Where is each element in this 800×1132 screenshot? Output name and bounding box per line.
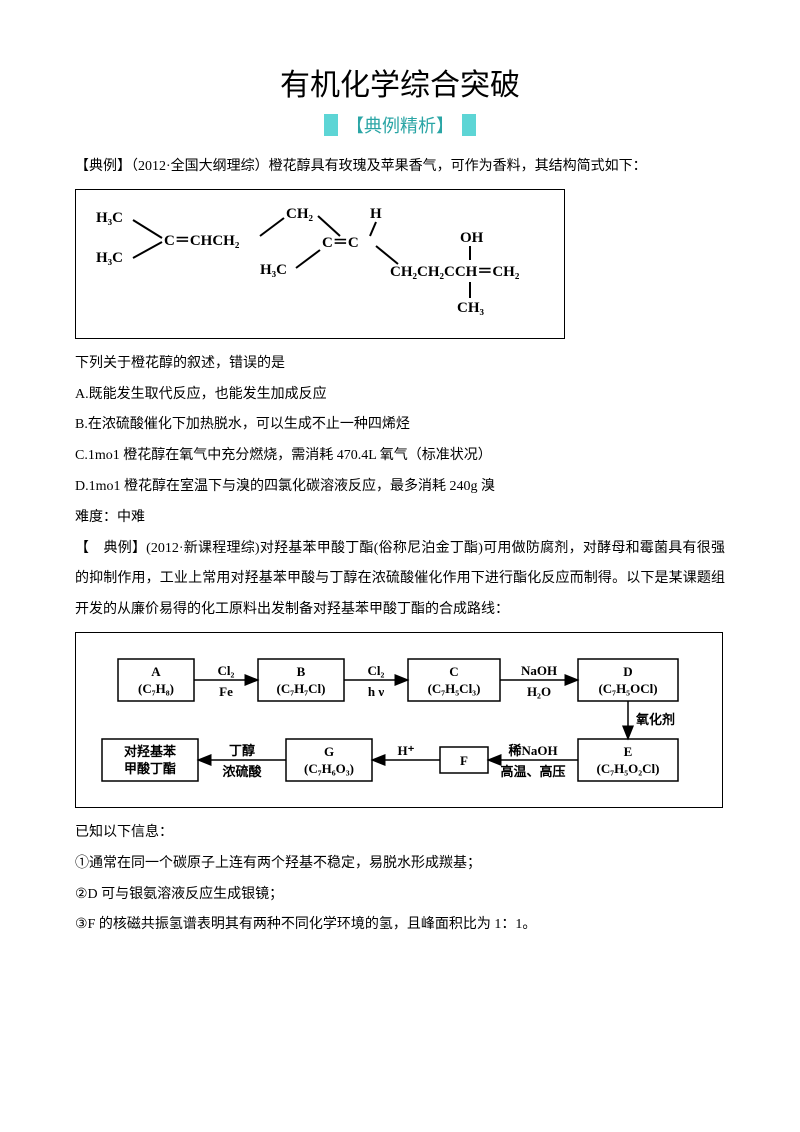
flow-arrow-F-G-top: H⁺	[398, 743, 415, 758]
flow-box-B-line2: (C₇H₇Cl)	[277, 681, 326, 696]
subtitle-bar-right	[462, 114, 476, 136]
flow-arrow-C-D-top: NaOH	[521, 663, 557, 678]
mol-h3c-bot: H₃C	[96, 250, 123, 266]
known-1: ①通常在同一个碳原子上连有两个羟基不稳定，易脱水形成羰基；	[75, 849, 725, 880]
q1-option-b: B.在浓硫酸催化下加热脱水，可以生成不止一种四烯烃	[75, 410, 725, 441]
example2-intro: 【 典例】(2012·新课程理综)对羟基苯甲酸丁酯(俗称尼泊金丁酯)可用做防腐剂…	[75, 534, 725, 626]
flow-box-D-line2: (C₇H₅OCl)	[598, 681, 657, 696]
flow-box-E-line1: E	[624, 744, 633, 759]
subtitle: 【典例精析】	[346, 112, 454, 138]
flowchart-figure: A (C₇H₈) B (C₇H₇Cl) C (C₇H₅Cl₃) D (C₇H₅OCl) E (C₇…	[75, 632, 723, 808]
flow-arrow-A-B-top: Cl₂	[218, 663, 235, 678]
flow-arrow-G-P-bot: 浓硫酸	[222, 764, 262, 779]
mol-right-chain: CH₂CH₂CCH＝CH₂	[390, 264, 520, 280]
flow-box-D-line1: D	[623, 664, 632, 679]
flow-box-P-line1: 对羟基苯	[124, 744, 177, 759]
q1-option-a: A.既能发生取代反应，也能发生加成反应	[75, 380, 725, 411]
page-title: 有机化学综合突破	[75, 60, 725, 104]
q1-option-d: D.1mo1 橙花醇在室温下与溴的四氯化碳溶液反应，最多消耗 240g 溴	[75, 472, 725, 503]
flow-arrow-D-E-label: 氧化剂	[635, 712, 675, 727]
flow-arrow-C-D-bot: H₂O	[527, 684, 551, 699]
molecule-figure: H₃C H₃C C＝CHCH₂ CH₂ H₃C C＝C H OH CH₂CH₂C…	[75, 189, 565, 339]
mol-chch2: C＝CHCH₂	[164, 233, 240, 249]
flow-box-B-line1: B	[297, 664, 306, 679]
flow-box-P-line2: 甲酸丁酯	[124, 761, 176, 776]
flow-box-C-line1: C	[449, 664, 458, 679]
molecule-svg: H₃C H₃C C＝CHCH₂ CH₂ H₃C C＝C H OH CH₂CH₂C…	[90, 200, 550, 328]
mol-h-up: H	[370, 206, 382, 222]
mol-ch2-up: CH₂	[286, 206, 314, 222]
known-header: 已知以下信息：	[75, 818, 725, 849]
flow-arrow-E-F-top: 稀NaOH	[508, 743, 557, 758]
flow-box-A-line2: (C₇H₈)	[138, 681, 174, 696]
flow-box-G-line2: (C₇H₆O₃)	[304, 761, 354, 776]
example1-intro: 【典例】（2012·全国大纲理综）橙花醇具有玫瑰及苹果香气，可作为香料，其结构简…	[75, 152, 725, 183]
known-3: ③F 的核磁共振氢谱表明其有两种不同化学环境的氢，且峰面积比为 1：1。	[75, 910, 725, 941]
flow-arrow-B-C-bot: h ν	[368, 684, 384, 699]
q1-option-c: C.1mo1 橙花醇在氧气中充分燃烧，需消耗 470.4L 氧气（标准状况）	[75, 441, 725, 472]
flow-box-E-line2: (C₇H₅O₂Cl)	[597, 761, 660, 776]
subtitle-row: 【典例精析】	[75, 112, 725, 138]
mol-cc: C＝C	[322, 235, 359, 251]
known-2: ②D 可与银氨溶液反应生成银镜；	[75, 880, 725, 911]
flow-box-F-line1: F	[460, 753, 468, 768]
mol-h3c-mid: H₃C	[260, 262, 287, 278]
flow-arrow-E-F-bot: 高温、高压	[500, 764, 565, 779]
flow-box-G-line1: G	[324, 744, 334, 759]
mol-oh: OH	[460, 230, 484, 246]
flow-arrow-B-C-top: Cl₂	[368, 663, 385, 678]
flow-box-C-line2: (C₇H₅Cl₃)	[428, 681, 481, 696]
q1-stem: 下列关于橙花醇的叙述，错误的是	[75, 349, 725, 380]
flow-arrow-A-B-bot: Fe	[219, 684, 233, 699]
flowchart-svg: A (C₇H₈) B (C₇H₇Cl) C (C₇H₅Cl₃) D (C₇H₅OCl) E (C₇…	[88, 647, 708, 793]
difficulty-label: 难度：中难	[75, 503, 725, 534]
flow-arrow-G-P-top: 丁醇	[229, 743, 255, 758]
mol-ch3-down: CH₃	[457, 300, 485, 316]
subtitle-bar-left	[324, 114, 338, 136]
mol-h3c-top: H₃C	[96, 210, 123, 226]
flow-box-A-line1: A	[151, 664, 161, 679]
